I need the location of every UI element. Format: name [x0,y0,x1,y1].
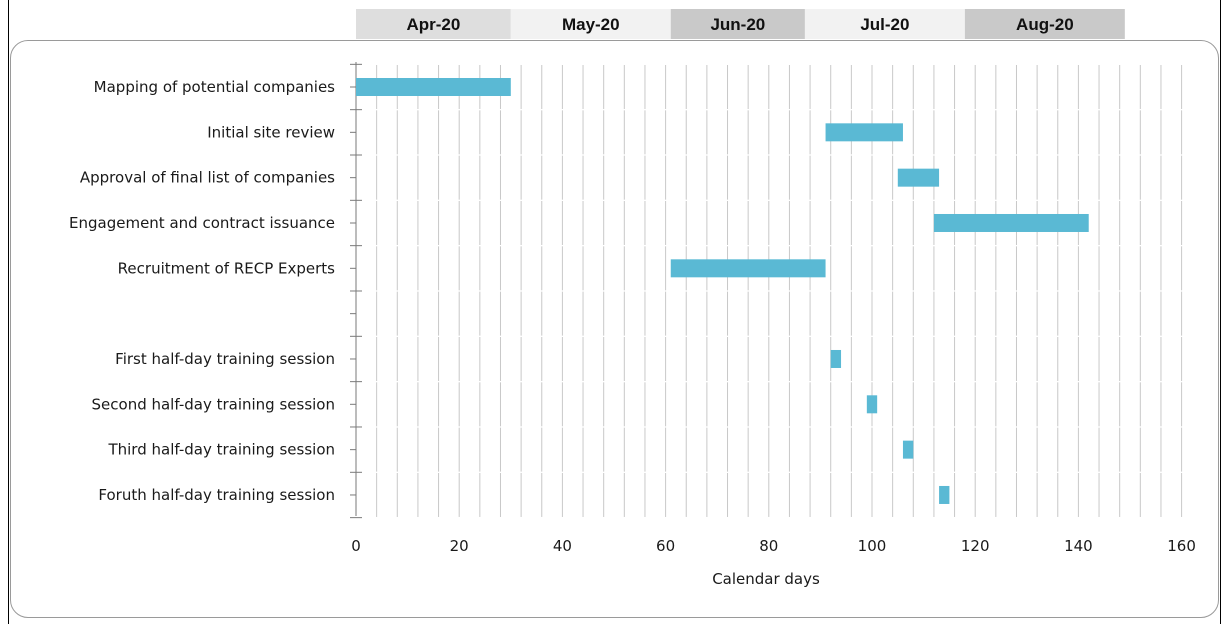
month-header-band [356,9,511,39]
x-tick-label: 160 [1167,537,1196,555]
x-tick-label: 120 [961,537,990,555]
task-bar [939,485,950,504]
task-label: Foruth half-day training session [98,486,335,504]
x-tick-label: 20 [450,537,469,555]
task-bar [897,168,940,187]
task-bar [356,78,511,96]
month-header-label: Apr-20 [406,15,460,34]
task-label: Engagement and contract issuance [69,214,335,232]
task-bar [825,123,903,142]
x-tick-label: 0 [351,537,361,555]
task-bar [830,349,842,368]
task-bar [670,259,826,278]
task-label: Approval of final list of companies [80,169,335,187]
task-label: Recruitment of RECP Experts [118,259,336,277]
right-border-line [1220,0,1221,624]
month-header-band [510,9,671,39]
month-header-band [964,9,1125,39]
x-axis-title: Calendar days [712,570,820,588]
month-header-band [804,9,965,39]
x-tick-label: 60 [656,537,675,555]
task-label: Mapping of potential companies [94,78,336,96]
x-tick-label: 80 [759,537,778,555]
task-bar [933,213,1089,232]
task-label: Third half-day training session [107,441,335,459]
month-header-label: May-20 [562,15,620,34]
task-label: First half-day training session [115,350,335,368]
left-border-line [8,0,9,624]
x-tick-label: 140 [1064,537,1093,555]
task-bar [866,395,878,414]
x-tick-label: 100 [858,537,887,555]
x-tick-label: 40 [553,537,572,555]
month-header-label: Jun-20 [710,15,765,34]
month-header-label: Jul-20 [860,15,909,34]
month-header-label: Aug-20 [1016,15,1074,34]
task-label: Initial site review [207,123,335,141]
chart-frame [10,40,1219,618]
task-bar [902,440,914,459]
task-label: Second half-day training session [92,395,335,413]
month-header-band [670,9,805,39]
